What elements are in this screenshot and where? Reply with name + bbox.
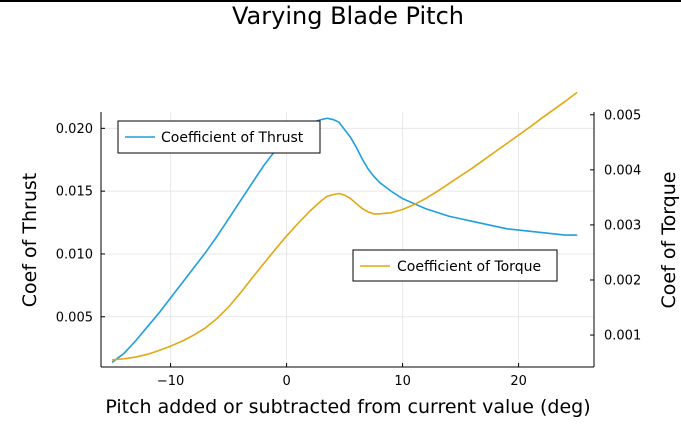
chart-title: Varying Blade Pitch [232, 2, 464, 30]
x-tick-label: 20 [510, 374, 527, 389]
y-tick-label-left: 0.015 [56, 185, 93, 200]
y-tick-label-right: 0.005 [604, 108, 641, 123]
x-tick-label: −10 [157, 374, 184, 389]
y-ticks-right: 0.001 0.002 0.003 0.004 0.005 [590, 108, 641, 344]
y-tick-label-left: 0.010 [56, 247, 93, 262]
x-tick-label: 0 [282, 374, 290, 389]
series-layer [111, 91, 578, 363]
y-tick-label-right: 0.004 [604, 163, 641, 178]
y-ticks-left: 0.005 0.010 0.015 0.020 [56, 122, 105, 325]
legend-torque: Coefficient of Torque [352, 249, 558, 282]
y-axis-label-right: Coef of Torque [658, 172, 680, 309]
y-tick-label-left: 0.005 [56, 310, 93, 325]
top-border-line [0, 0, 681, 2]
y-tick-label-left: 0.020 [56, 122, 93, 137]
x-ticks: −10 0 10 20 [157, 363, 527, 389]
y-tick-label-right: 0.003 [604, 218, 641, 233]
legend-torque-label: Coefficient of Torque [397, 259, 541, 275]
legend-thrust: Coefficient of Thrust [117, 120, 321, 154]
y-tick-label-right: 0.001 [604, 329, 641, 344]
torque-series-line [111, 91, 578, 361]
legend-thrust-label: Coefficient of Thrust [161, 130, 304, 146]
y-tick-label-right: 0.002 [604, 273, 641, 288]
x-tick-label: 10 [394, 374, 411, 389]
thrust-series-line [111, 117, 578, 363]
x-axis-label: Pitch added or subtracted from current v… [105, 396, 590, 418]
y-axis-label-left: Coef of Thrust [19, 173, 41, 308]
